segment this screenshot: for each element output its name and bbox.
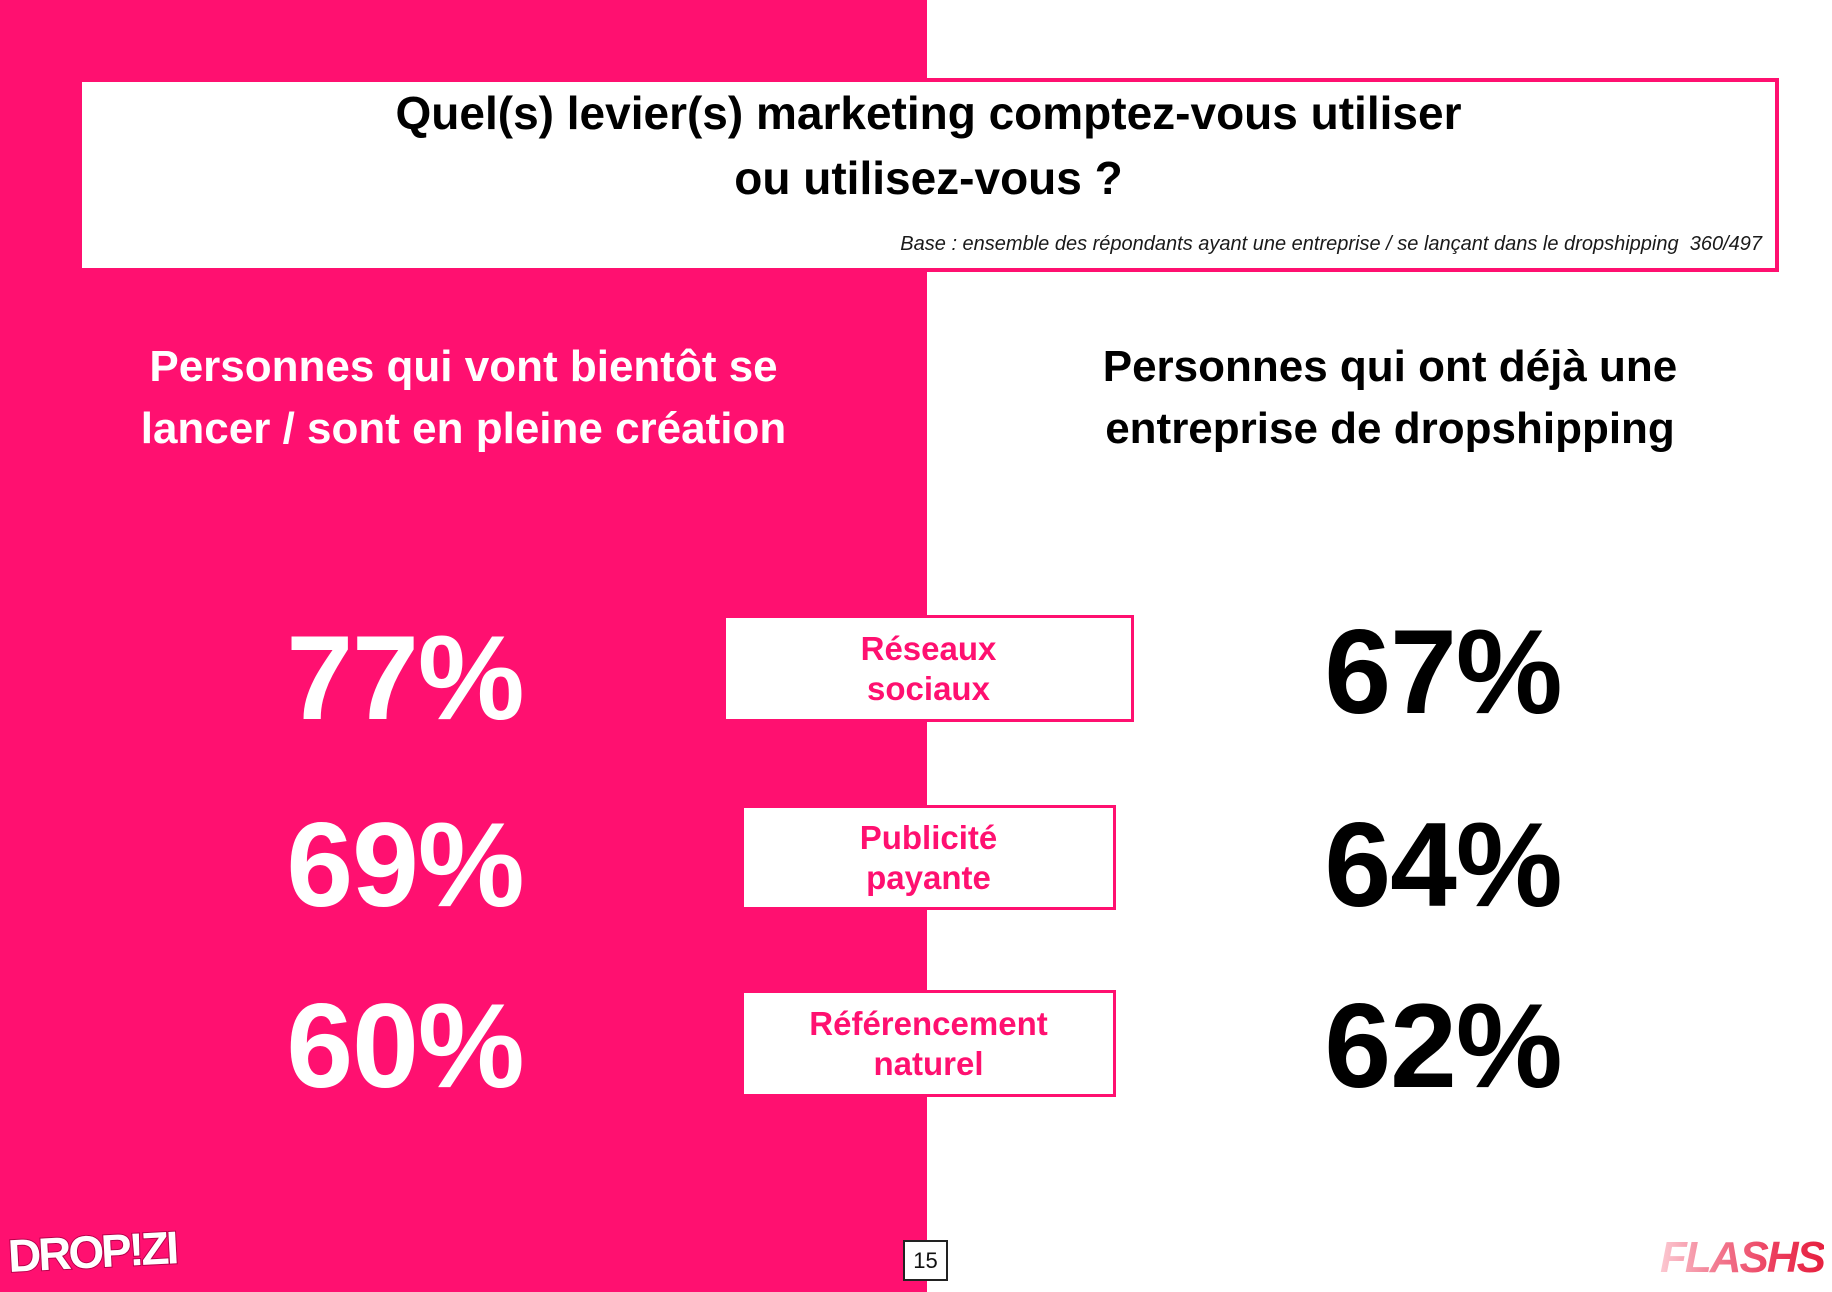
lever-label-seo: Référencement naturel — [741, 990, 1116, 1097]
base-note: Base : ensemble des répondants ayant une… — [900, 233, 1762, 255]
lever-label-line-2: sociaux — [867, 669, 990, 707]
slide-title-line-2: ou utilisez-vous ? — [734, 152, 1123, 204]
existing-value-paid-ads: 64% — [1324, 798, 1562, 932]
existing-value-social-networks: 67% — [1324, 605, 1562, 739]
existing-heading-line-1: Personnes qui ont déjà une — [1102, 342, 1678, 391]
lever-label-line-2: payante — [866, 858, 991, 896]
existing-value-seo: 62% — [1324, 979, 1562, 1113]
lever-label-line-2: naturel — [873, 1044, 984, 1082]
title-box — [78, 78, 1779, 272]
slide-title: Quel(s) levier(s) marketing comptez-vous… — [78, 81, 1779, 211]
launching-value-seo: 60% — [286, 979, 524, 1113]
lever-label-line-1: Publicité — [859, 818, 998, 856]
launching-value-paid-ads: 69% — [286, 798, 524, 932]
flashs-logo: FLASHS — [1660, 1233, 1826, 1282]
launching-heading-line-2: lancer / sont en pleine création — [140, 404, 787, 453]
lever-label-paid-ads: Publicité payante — [741, 805, 1116, 910]
launching-heading-line-1: Personnes qui vont bientôt se — [149, 342, 778, 391]
slide-title-line-1: Quel(s) levier(s) marketing comptez-vous… — [395, 87, 1462, 139]
page-number: 15 — [903, 1240, 948, 1281]
existing-group-heading: Personnes qui ont déjà une entreprise de… — [940, 336, 1832, 460]
lever-label-social-networks: Réseaux sociaux — [723, 615, 1134, 722]
launching-group-heading: Personnes qui vont bientôt se lancer / s… — [0, 336, 927, 460]
existing-heading-line-2: entreprise de dropshipping — [1105, 404, 1675, 453]
lever-label-line-1: Référencement — [809, 1004, 1048, 1042]
lever-label-line-1: Réseaux — [860, 629, 997, 667]
launching-value-social-networks: 77% — [286, 611, 524, 745]
dropizi-logo: DROP!ZI — [6, 1220, 179, 1283]
